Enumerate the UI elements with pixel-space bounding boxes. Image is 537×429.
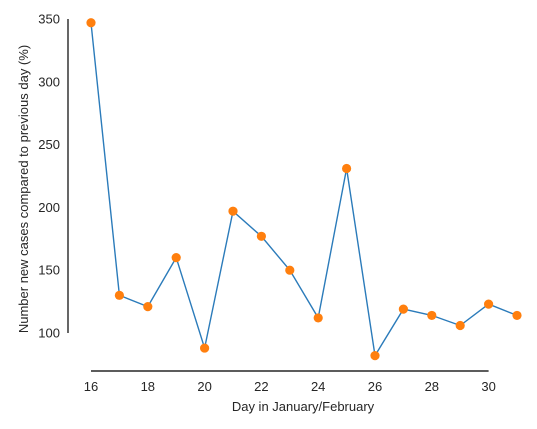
y-tick-label: 300 <box>38 74 60 89</box>
x-tick-label: 22 <box>254 379 268 394</box>
x-tick-label: 16 <box>84 379 98 394</box>
data-point <box>86 18 96 28</box>
series-line <box>90 22 518 358</box>
data-point <box>256 231 266 241</box>
data-point <box>313 313 323 323</box>
data-point <box>171 253 181 263</box>
x-tick-label: 20 <box>197 379 211 394</box>
data-point <box>398 304 408 314</box>
x-axis-label: Day in January/February <box>232 399 375 414</box>
tick-labels: 100 150 200 250 300 350 16 18 20 22 24 26 28 30 <box>38 12 496 395</box>
axes <box>67 19 489 372</box>
x-tick-label: 24 <box>311 379 325 394</box>
data-point <box>342 163 352 174</box>
y-tick-label: 100 <box>38 326 60 341</box>
data-point <box>143 302 153 312</box>
data-point <box>285 265 295 275</box>
y-tick-label: 150 <box>38 263 60 278</box>
x-tick-label: 28 <box>425 379 439 394</box>
series <box>86 18 522 361</box>
data-point <box>455 320 465 331</box>
y-tick-label: 200 <box>38 200 60 215</box>
x-tick-label: 30 <box>481 379 495 394</box>
data-point <box>427 310 437 321</box>
data-point <box>114 290 124 300</box>
data-point <box>228 206 238 216</box>
x-tick-label: 18 <box>141 379 155 394</box>
y-tick-label: 350 <box>38 12 60 27</box>
data-point <box>484 299 494 309</box>
y-axis-label: Number new cases compared to previous da… <box>16 45 31 333</box>
y-tick-label: 250 <box>38 137 60 152</box>
x-tick-label: 26 <box>368 379 382 394</box>
data-point <box>370 351 380 361</box>
data-point <box>200 343 210 353</box>
data-point <box>512 310 522 321</box>
